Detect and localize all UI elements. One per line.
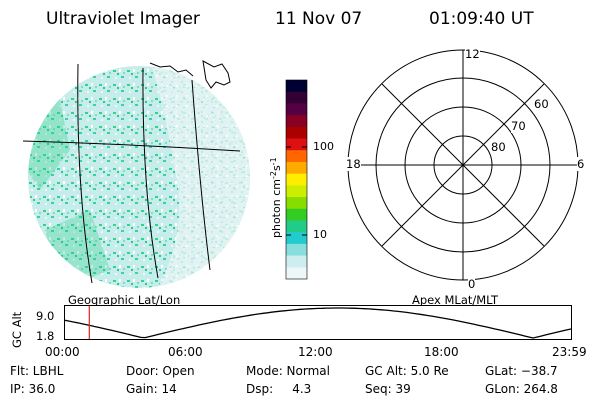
glon-value: GLon: 264.8 xyxy=(485,382,558,396)
coastline xyxy=(149,60,231,89)
colorbar-segment xyxy=(286,80,307,93)
altitude-curve xyxy=(64,307,572,339)
mlt-label-0: 0 xyxy=(468,277,476,291)
mlt-label-12: 12 xyxy=(465,47,480,61)
mlt-line-diag2 xyxy=(381,83,545,247)
instrument-title: Ultraviolet Imager xyxy=(46,9,200,29)
dsp-value: Dsp: 4.3 xyxy=(246,382,312,396)
glat-value: GLat: −38.7 xyxy=(485,364,558,378)
ytick-bottom: 1.8 xyxy=(36,329,55,343)
colorbar-segment xyxy=(286,197,307,210)
colorbar-segment xyxy=(286,161,307,175)
time-label: 01:09:40 UT xyxy=(429,9,534,29)
date-label: 11 Nov 07 xyxy=(275,9,363,29)
colorbar-ticks xyxy=(286,146,307,236)
mode-value: Mode: Normal xyxy=(246,364,330,378)
colorbar: photon cm-2s-1 xyxy=(269,79,308,280)
seq-value: Seq: 39 xyxy=(365,382,411,396)
colorbar-gradient xyxy=(286,80,307,280)
geo-grid xyxy=(22,63,241,284)
ytick-top: 9.0 xyxy=(36,309,55,323)
mlat-label-70: 70 xyxy=(511,119,526,133)
mlat-label-80: 80 xyxy=(491,140,506,154)
xtick-0000: 00:00 xyxy=(45,345,80,359)
colorbar-segment xyxy=(286,91,307,105)
xtick-1800: 18:00 xyxy=(424,345,459,359)
colorbar-segment xyxy=(286,103,307,116)
gc-alt-value: GC Alt: 5.0 Re xyxy=(365,364,449,378)
colorbar-segment xyxy=(286,126,307,140)
colorbar-segment xyxy=(286,173,307,186)
ip-value: IP: 36.0 xyxy=(10,382,56,396)
geographic-caption: Geographic Lat/Lon xyxy=(68,293,181,307)
colorbar-segment xyxy=(286,243,307,257)
door-value: Door: Open xyxy=(126,364,195,378)
mlt-label-6: 6 xyxy=(577,157,585,171)
colorbar-segment xyxy=(286,185,307,198)
colorbar-segment xyxy=(286,138,307,151)
mlat-label-60: 60 xyxy=(534,97,549,111)
xtick-0600: 06:00 xyxy=(168,345,203,359)
colorbar-segment xyxy=(286,150,307,163)
filter-value: Flt: LBHL xyxy=(10,364,64,378)
earth-disk xyxy=(28,66,250,288)
timeline-ylabel: GC Alt xyxy=(10,311,24,348)
mlt-label-18: 18 xyxy=(346,157,361,171)
colorbar-segment xyxy=(286,208,307,222)
xtick-2359: 23:59 xyxy=(552,345,587,359)
altitude-timeline xyxy=(64,305,572,340)
colorbar-segment xyxy=(286,267,307,280)
colorbar-unit: photon cm-2s-1 xyxy=(269,157,283,238)
xtick-1200: 12:00 xyxy=(298,345,333,359)
colorbar-segment xyxy=(286,220,307,233)
polar-mlat-mlt-plot xyxy=(347,49,579,281)
colorbar-segment xyxy=(286,255,307,268)
gain-value: Gain: 14 xyxy=(126,382,177,396)
colorbar-frame xyxy=(285,79,308,280)
timeline-frame xyxy=(64,305,572,340)
colorbar-segment xyxy=(286,232,307,245)
colorbar-tick-10: 10 xyxy=(313,228,327,241)
auroral-image xyxy=(22,60,250,288)
colorbar-tick-100: 100 xyxy=(313,140,334,153)
colorbar-segment xyxy=(286,115,307,128)
apex-caption: Apex MLat/MLT xyxy=(412,293,499,307)
